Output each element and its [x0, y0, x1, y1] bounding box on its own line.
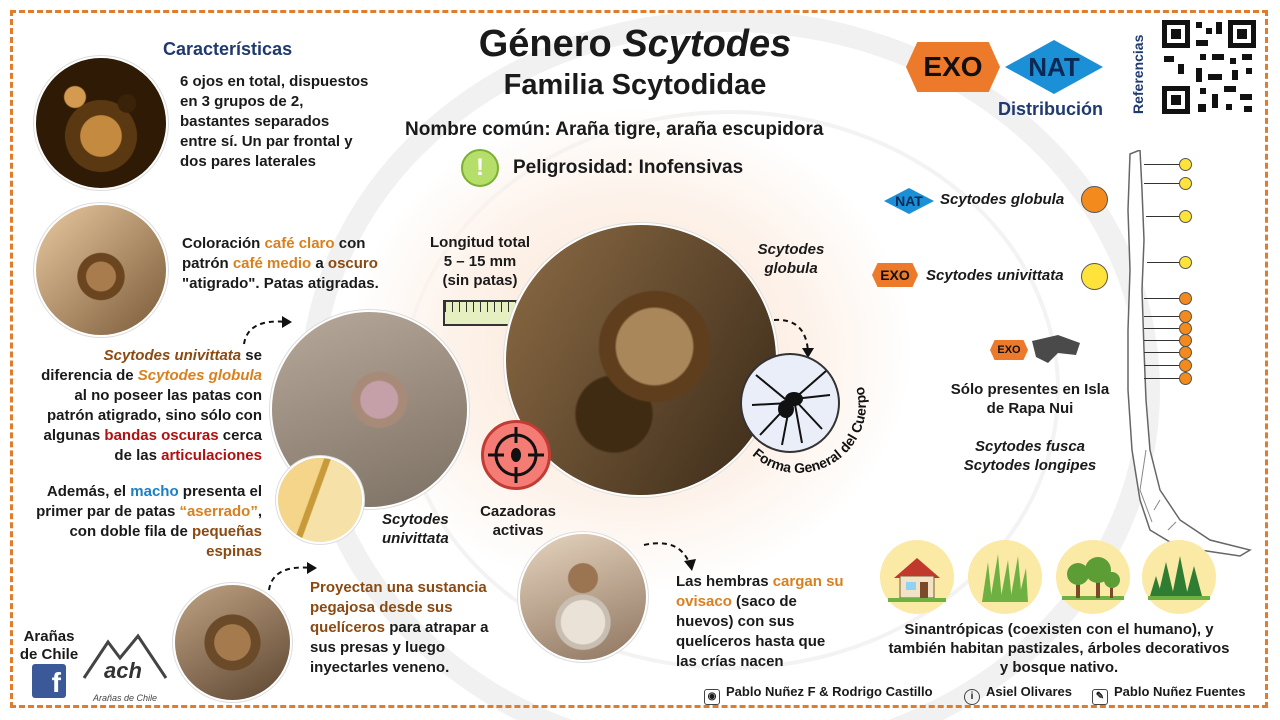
info-icon: i	[964, 689, 980, 705]
other-species: Scytodes fusca Scytodes longipes	[963, 438, 1097, 474]
brush-icon: ✎	[1092, 689, 1108, 705]
male-text: Además, el macho presenta el primer par …	[36, 483, 262, 560]
hunters-label: Cazadoras activas	[480, 503, 556, 539]
dashed-arrow-icon	[773, 318, 814, 358]
aranas-de-chile-logo: ach Arañas de Chile	[80, 628, 170, 704]
univittata-label: Scytodes univittata	[382, 511, 449, 547]
color-text: Coloración café claro con patrón café me…	[182, 235, 379, 292]
eyes-text: 6 ojos en total, dispuestos en 3 grupos …	[180, 73, 369, 170]
legend-dot-orange	[1081, 186, 1108, 213]
section-title-caracteristicas: Características	[163, 39, 293, 59]
map-dot-orange	[1179, 292, 1192, 305]
map-dot-orange	[1179, 359, 1192, 372]
facebook-icon[interactable]: f	[32, 664, 66, 698]
egg-sac-text: Las hembras cargan su ovisaco (saco de h…	[676, 573, 844, 670]
serrated-leg-photo	[278, 458, 362, 542]
logo-text: Arañas de Chile	[19, 628, 79, 663]
dashed-arrow-icon	[268, 562, 317, 591]
rapa-nui-island-icon	[1032, 335, 1080, 363]
legend-globula: Scytodes globula	[940, 191, 1065, 208]
map-dot-orange	[1179, 372, 1192, 385]
eyes-photo	[36, 58, 166, 188]
egg-sac-photo	[520, 534, 646, 660]
dashed-arrow-icon	[243, 316, 292, 345]
map-dot-yellow	[1179, 177, 1192, 190]
genus-prefix: Género	[478, 23, 612, 65]
exclamation-icon: !	[461, 149, 499, 187]
map-dot-orange	[1179, 346, 1192, 359]
map-dot-yellow	[1179, 210, 1192, 223]
svg-text:ach: ach	[104, 658, 142, 683]
spitting-text: Proyectan una sustancia pegajosa desde s…	[310, 579, 489, 676]
hunter-target-icon	[481, 420, 551, 490]
habitat-text: Sinantrópicas (coexisten con el humano),…	[888, 621, 1230, 676]
body-shape-text: Forma General del Cuerpo	[750, 385, 869, 476]
trees-icon	[1056, 540, 1130, 614]
camera-icon: ◉	[704, 689, 720, 705]
svg-text:Forma General del Cuerpo: Forma General del Cuerpo	[750, 385, 869, 476]
chile-map-icon	[1127, 150, 1252, 557]
credit-photo: ◉ Pablo Nuñez F & Rodrigo Castillo	[704, 684, 933, 705]
exo-legend-badge: EXO	[872, 263, 918, 287]
references-label: Referencias	[1130, 34, 1146, 114]
map-dot-yellow	[1179, 256, 1192, 269]
dashed-arrow-icon	[643, 542, 696, 571]
credit-art: ✎ Pablo Nuñez Fuentes	[1092, 684, 1245, 705]
globula-main-photo	[506, 225, 776, 495]
family-title: Familia Scytodidae	[503, 69, 767, 101]
difference-text: Scytodes univittata se diferencia de Scy…	[41, 347, 262, 464]
rapa-nui-badge: EXO	[990, 340, 1028, 360]
ruler-icon	[443, 300, 519, 326]
distribution-title: Distribución	[998, 99, 1104, 119]
globula-label: Scytodes globula	[757, 241, 825, 277]
common-name: Nombre común: Araña tigre, araña escupid…	[405, 119, 824, 140]
body-shape-icon	[740, 353, 840, 453]
rapa-nui-text: Sólo presentes en Isla de Rapa Nui	[950, 381, 1110, 417]
spitting-photo	[175, 585, 290, 700]
genus-name: Scytodes	[622, 23, 792, 65]
map-dot-yellow	[1179, 158, 1192, 171]
dashed-frame	[10, 10, 1268, 708]
title-block: Género Scytodes Familia Scytodidae	[440, 22, 830, 102]
length-text: Longitud total 5 – 15 mm (sin patas)	[430, 234, 530, 289]
house-icon	[880, 540, 954, 614]
danger-text: Peligrosidad: Inofensivas	[513, 157, 744, 178]
qr-code-icon[interactable]	[1160, 18, 1258, 116]
page-title: Género Scytodes	[440, 22, 830, 66]
spider-color-photo	[36, 205, 166, 335]
grass-icon	[968, 540, 1042, 614]
exo-badge: EXO	[906, 42, 1000, 92]
forest-icon	[1142, 540, 1216, 614]
credit-info: i Asiel Olivares	[964, 684, 1072, 705]
body-shape-caption: Forma General del Cuerpo	[750, 385, 869, 476]
legend-dot-yellow	[1081, 263, 1108, 290]
legend-univittata: Scytodes univittata	[926, 267, 1064, 284]
